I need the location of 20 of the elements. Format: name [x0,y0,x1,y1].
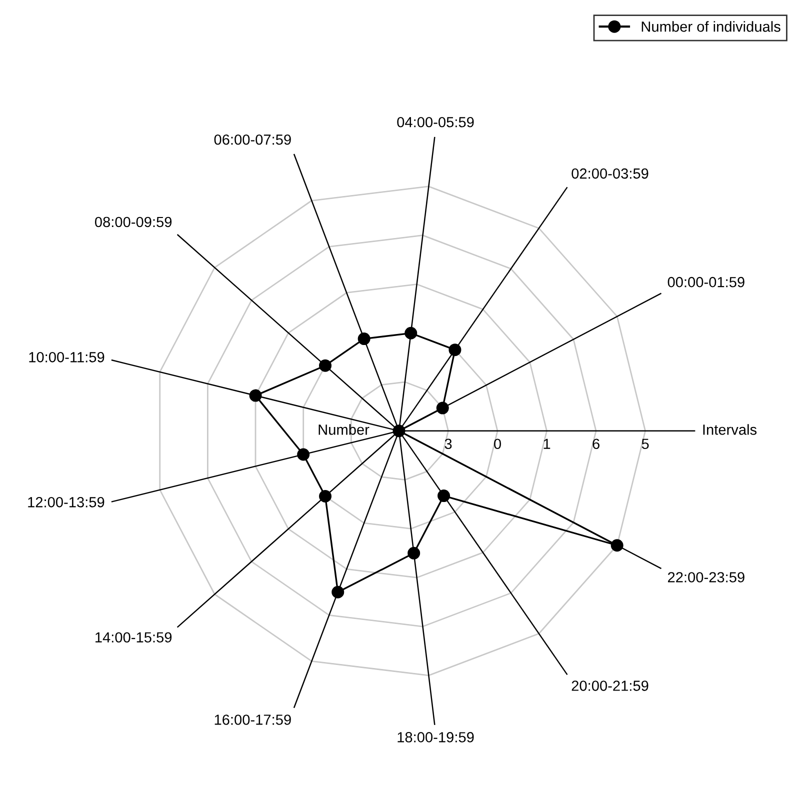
spoke-label: 06:00-07:59 [214,134,291,145]
spoke-label: 08:00-09:59 [94,216,172,228]
legend-label: Number of individuals [642,21,780,32]
text: 6 [592,438,600,450]
spoke-label: 20:00-21:59 [572,680,648,691]
spoke-label: 14:00-15:59 [96,632,172,643]
spoke-label: 10:00-11:59 [29,352,104,362]
text: 0 [494,438,502,450]
text: 3 [444,438,452,450]
spoke-label: 22:00-23:59 [668,572,744,582]
spoke-label: 12:00-13:59 [28,497,104,508]
spoke-label: 00:00-01:59 [668,276,744,288]
spoke-label: 04:00-05:59 [397,116,474,128]
text: 5 [642,438,649,450]
text: Number [318,424,370,435]
spoke-label: 16:00-17:59 [214,714,291,725]
spoke-label: Intervals [703,424,757,435]
text: 1 [544,438,550,449]
spoke-label: 02:00-03:59 [572,168,648,179]
spoke-label: 18:00-19:59 [398,732,474,742]
